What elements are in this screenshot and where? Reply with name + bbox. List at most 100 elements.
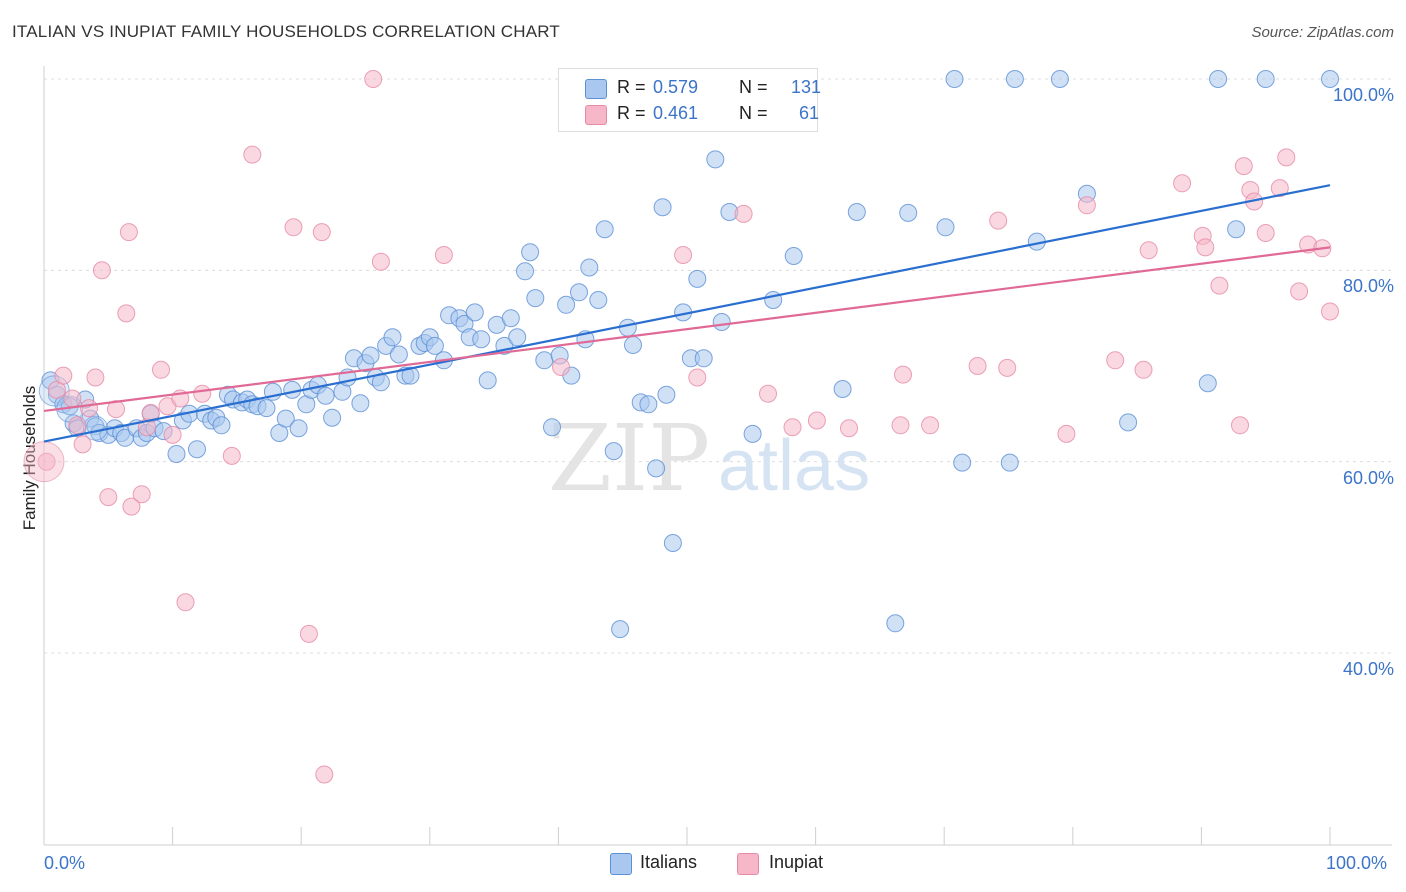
italians-points bbox=[38, 70, 1339, 639]
italians-point bbox=[351, 394, 370, 413]
inupiat-point bbox=[989, 211, 1008, 230]
italians-point bbox=[611, 620, 630, 639]
italians-point bbox=[521, 243, 540, 262]
inupiat-point bbox=[783, 418, 802, 437]
inupiat-point bbox=[315, 765, 334, 784]
inupiat-point bbox=[86, 368, 105, 387]
inupiat-point bbox=[222, 446, 241, 465]
inupiat-point bbox=[968, 357, 987, 375]
italians-point bbox=[1119, 413, 1138, 432]
inupiat-point bbox=[132, 485, 151, 504]
italians-point bbox=[936, 218, 955, 237]
inupiat-point bbox=[998, 358, 1017, 377]
source-credit: Source: ZipAtlas.com bbox=[1251, 24, 1394, 41]
italians-point bbox=[1227, 220, 1246, 239]
italians-point bbox=[1000, 453, 1019, 472]
inupiat-point bbox=[119, 223, 138, 242]
italians-point bbox=[618, 318, 637, 337]
inupiat-point bbox=[1139, 241, 1158, 260]
inupiat-point bbox=[37, 452, 56, 471]
inupiat-point bbox=[117, 304, 136, 323]
inupiat-point bbox=[54, 366, 73, 385]
inupiat-point bbox=[840, 419, 858, 438]
italians-point bbox=[1050, 70, 1069, 88]
italians-point bbox=[501, 309, 520, 328]
italians-point bbox=[516, 262, 534, 281]
italians-point bbox=[653, 198, 672, 217]
italians-point bbox=[886, 614, 905, 633]
inupiat-point bbox=[894, 365, 912, 384]
italians-point bbox=[688, 269, 707, 288]
inupiat-point bbox=[1196, 238, 1215, 257]
italians-point bbox=[289, 419, 308, 438]
italians-point bbox=[694, 349, 713, 368]
italians-n-value: 131 bbox=[791, 77, 822, 97]
italians-point bbox=[401, 366, 420, 385]
italians-point bbox=[389, 345, 408, 364]
x-tick-label-max: 100.0% bbox=[1326, 853, 1388, 873]
inupiat-point bbox=[152, 360, 170, 379]
inupiat-point bbox=[688, 368, 707, 387]
italians-point bbox=[276, 409, 295, 428]
inupiat-point bbox=[1290, 282, 1309, 301]
inupiat-point bbox=[193, 384, 212, 403]
inupiat-point bbox=[434, 246, 453, 264]
inupiat-point bbox=[312, 223, 331, 242]
inupiat-point bbox=[552, 358, 570, 376]
italians-point bbox=[557, 295, 576, 314]
italians-point bbox=[478, 371, 497, 390]
italians-point bbox=[595, 220, 614, 239]
inupiat-point bbox=[122, 497, 141, 516]
italians-point bbox=[570, 283, 588, 302]
inupiat-point bbox=[1234, 157, 1253, 176]
italians-point bbox=[257, 399, 276, 418]
italians-point bbox=[624, 336, 642, 354]
italians-point bbox=[706, 150, 725, 169]
italians-point bbox=[383, 328, 402, 347]
inupiat-trend-line bbox=[43, 246, 1331, 413]
watermark-atlas: atlas bbox=[718, 426, 870, 506]
y-tick-label: 40.0% bbox=[1342, 659, 1394, 679]
italians-point bbox=[589, 291, 608, 309]
inupiat-point bbox=[80, 399, 98, 418]
y-tick-label: 100.0% bbox=[1332, 85, 1394, 105]
inupiat-point bbox=[1321, 302, 1339, 321]
inupiat-point bbox=[1106, 351, 1125, 370]
inupiat-swatch bbox=[737, 853, 759, 875]
italians-point bbox=[465, 303, 484, 322]
n-label: N = bbox=[739, 77, 768, 97]
inupiat-point bbox=[1057, 424, 1076, 443]
italians-point bbox=[526, 289, 545, 308]
italians-point bbox=[945, 70, 964, 88]
watermark-zip: ZIP bbox=[548, 405, 710, 512]
italians-point bbox=[188, 440, 206, 459]
italians-point bbox=[647, 459, 666, 478]
inupiat-point bbox=[364, 70, 383, 88]
inupiat-n-value: 61 bbox=[799, 103, 820, 123]
y-tick-label: 80.0% bbox=[1342, 276, 1394, 297]
inupiat-point bbox=[243, 145, 262, 164]
x-tick-label-min: 0.0% bbox=[44, 853, 86, 873]
italians-point bbox=[508, 328, 527, 347]
italians-point bbox=[543, 418, 561, 437]
inupiat-label: Inupiat bbox=[769, 852, 824, 872]
italians-trend-line bbox=[43, 184, 1331, 443]
inupiat-point bbox=[1173, 174, 1192, 193]
italians-point bbox=[167, 445, 186, 463]
italians-point bbox=[425, 336, 444, 355]
italians-point bbox=[1256, 70, 1275, 88]
italians-point bbox=[212, 416, 231, 435]
inupiat-point bbox=[1270, 179, 1289, 198]
italians-point bbox=[1321, 70, 1339, 88]
italians-point bbox=[833, 380, 852, 398]
italians-point bbox=[784, 247, 803, 265]
inupiat-point bbox=[1210, 276, 1229, 295]
inupiat-point bbox=[1277, 148, 1296, 167]
italians-point bbox=[1198, 374, 1217, 393]
italians-point bbox=[604, 442, 623, 461]
italians-r-value: 0.579 bbox=[653, 77, 699, 97]
trend-lines bbox=[43, 184, 1331, 443]
italians-point bbox=[323, 408, 342, 427]
inupiat-point bbox=[68, 416, 87, 435]
